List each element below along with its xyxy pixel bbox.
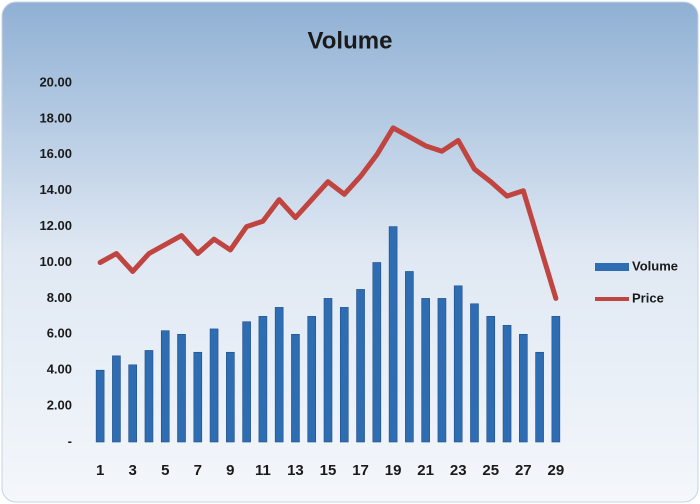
y-tick-label: 4.00 xyxy=(47,362,72,377)
y-tick-label: - xyxy=(68,433,72,448)
x-tick-label: 13 xyxy=(287,462,304,479)
bar xyxy=(551,316,561,443)
bar xyxy=(470,303,479,443)
x-tick-label: 17 xyxy=(352,462,369,479)
x-tick-label: 19 xyxy=(385,462,402,479)
y-tick-label: 20.00 xyxy=(39,74,72,89)
bar xyxy=(405,271,414,443)
bar xyxy=(356,289,365,443)
x-tick-label: 27 xyxy=(515,462,532,479)
legend-label: Price xyxy=(632,290,664,305)
bar xyxy=(95,369,105,443)
x-tick-label: 29 xyxy=(548,462,565,479)
bar xyxy=(307,316,317,443)
x-tick-label: 1 xyxy=(96,462,104,479)
bar xyxy=(291,333,300,443)
bar xyxy=(258,316,268,443)
bar xyxy=(112,355,121,443)
bar xyxy=(519,333,528,443)
y-tick-label: 10.00 xyxy=(39,254,72,269)
bar xyxy=(242,321,251,443)
bar xyxy=(486,316,496,443)
bar xyxy=(209,328,219,443)
bar xyxy=(323,298,333,443)
bar xyxy=(453,285,463,443)
x-tick-label: 3 xyxy=(129,462,137,479)
x-tick-label: 15 xyxy=(320,462,337,479)
bar xyxy=(502,325,512,443)
x-tick-label: 25 xyxy=(482,462,499,479)
y-tick-label: 16.00 xyxy=(39,146,72,161)
y-tick-label: 14.00 xyxy=(39,182,72,197)
y-tick-label: 2.00 xyxy=(47,398,72,413)
bar xyxy=(274,307,284,443)
x-tick-label: 11 xyxy=(255,462,271,479)
y-tick-label: 12.00 xyxy=(39,218,72,233)
bar xyxy=(535,351,544,443)
y-tick-label: 18.00 xyxy=(39,110,72,125)
bar xyxy=(144,350,154,443)
bar xyxy=(193,351,203,443)
x-tick-label: 5 xyxy=(161,462,169,479)
bar xyxy=(177,333,186,443)
price-line xyxy=(97,125,559,301)
y-tick-label: 8.00 xyxy=(47,290,72,305)
bar xyxy=(128,364,137,443)
bar xyxy=(160,330,170,443)
bar xyxy=(421,298,430,443)
legend-swatch xyxy=(595,263,629,271)
x-tick-label: 23 xyxy=(450,462,467,479)
bar xyxy=(226,351,235,443)
x-tick-label: 9 xyxy=(226,462,234,479)
bar xyxy=(339,307,349,443)
bar xyxy=(372,262,382,443)
chart-title: Volume xyxy=(308,27,393,54)
legend-label: Volume xyxy=(632,258,678,273)
bar xyxy=(388,226,398,443)
y-tick-label: 6.00 xyxy=(47,326,72,341)
x-tick-label: 21 xyxy=(417,462,434,479)
bar xyxy=(437,298,447,443)
x-tick-label: 7 xyxy=(194,462,202,479)
